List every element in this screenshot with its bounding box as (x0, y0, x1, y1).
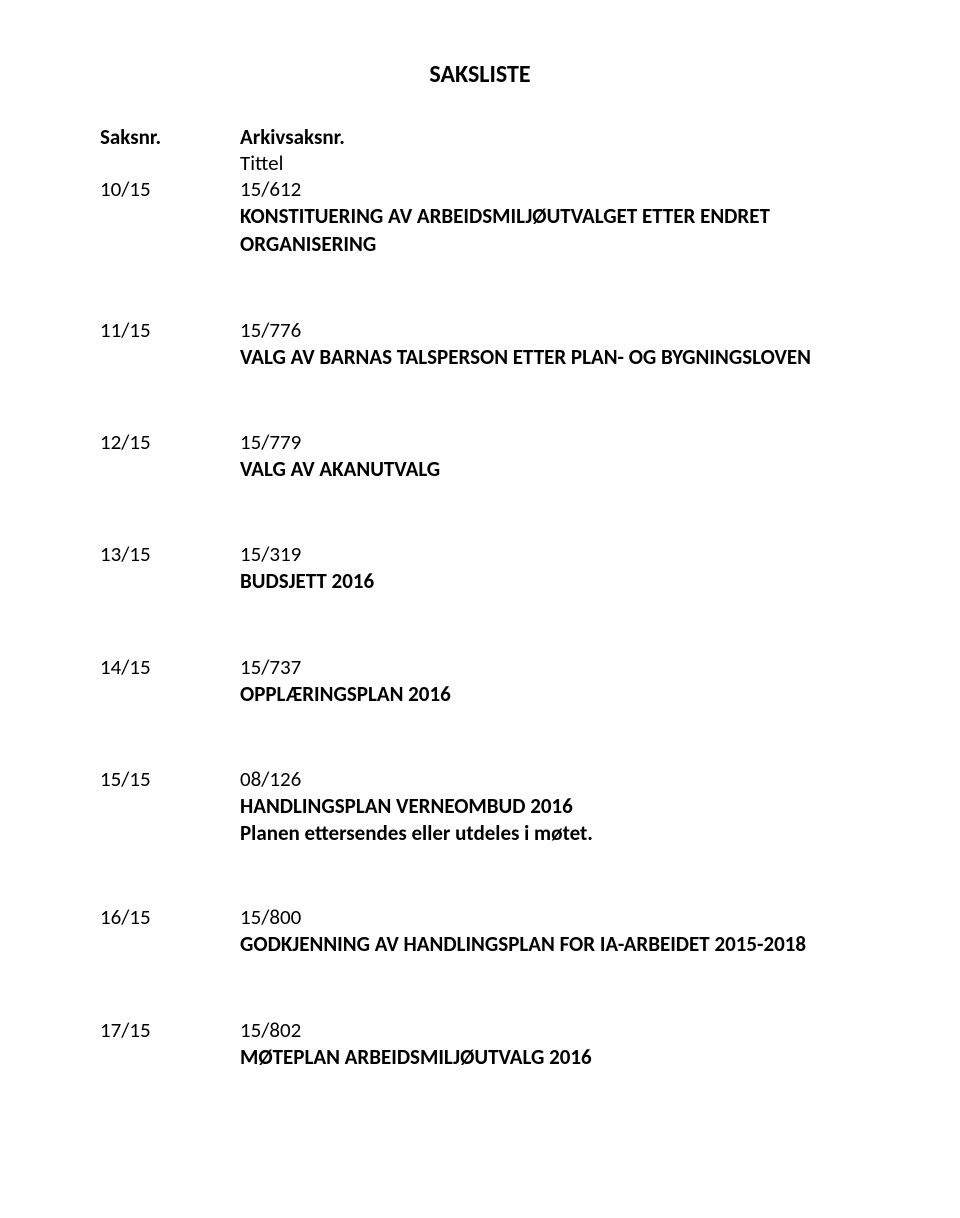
header-arkivsaksnr: Arkivsaksnr. (240, 124, 860, 150)
item-title: GODKJENNING AV HANDLINGSPLAN FOR IA-ARBE… (240, 930, 860, 958)
item-ref: 15/737 (240, 654, 301, 680)
item-num: 12/15 (100, 429, 151, 455)
item-num: 16/15 (100, 904, 151, 930)
item-ref: 15/779 (240, 429, 301, 455)
item-ref: 15/800 (240, 904, 301, 930)
header-row: Saksnr. Arkivsaksnr. Tittel (100, 124, 860, 176)
item-num: 14/15 (100, 654, 151, 680)
item-num: 10/15 (100, 176, 151, 202)
list-item: 15/15 08/126 HANDLINGSPLAN VERNEOMBUD 20… (100, 766, 860, 846)
item-subtitle: Planen ettersendes eller utdeles i møtet… (240, 820, 860, 846)
page-title: SAKSLISTE (100, 60, 860, 89)
item-ref: 15/802 (240, 1017, 301, 1043)
list-item: 12/15 15/779 VALG AV AKANUTVALG (100, 429, 860, 483)
list-item: 14/15 15/737 OPPLÆRINGSPLAN 2016 (100, 654, 860, 708)
item-ref: 08/126 (240, 766, 301, 792)
list-item: 11/15 15/776 VALG AV BARNAS TALSPERSON E… (100, 317, 860, 371)
item-title: OPPLÆRINGSPLAN 2016 (240, 680, 860, 708)
item-num: 17/15 (100, 1017, 151, 1043)
item-ref: 15/776 (240, 317, 301, 343)
item-ref: 15/612 (240, 176, 301, 202)
list-item: 16/15 15/800 GODKJENNING AV HANDLINGSPLA… (100, 904, 860, 958)
item-num: 15/15 (100, 766, 151, 792)
item-title: HANDLINGSPLAN VERNEOMBUD 2016 (240, 792, 860, 820)
item-num: 11/15 (100, 317, 151, 343)
header-tittel: Tittel (240, 150, 860, 176)
list-item: 10/15 15/612 KONSTITUERING AV ARBEIDSMIL… (100, 176, 860, 259)
item-num: 13/15 (100, 541, 151, 567)
item-title: KONSTITUERING AV ARBEIDSMILJØUTVALGET ET… (240, 202, 860, 259)
item-ref: 15/319 (240, 541, 301, 567)
item-title: VALG AV BARNAS TALSPERSON ETTER PLAN- OG… (240, 343, 860, 371)
list-item: 13/15 15/319 BUDSJETT 2016 (100, 541, 860, 595)
header-saksnr: Saksnr. (100, 124, 240, 150)
list-item: 17/15 15/802 MØTEPLAN ARBEIDSMILJØUTVALG… (100, 1017, 860, 1071)
item-title: BUDSJETT 2016 (240, 567, 860, 595)
item-title: MØTEPLAN ARBEIDSMILJØUTVALG 2016 (240, 1043, 860, 1071)
item-title: VALG AV AKANUTVALG (240, 455, 860, 483)
